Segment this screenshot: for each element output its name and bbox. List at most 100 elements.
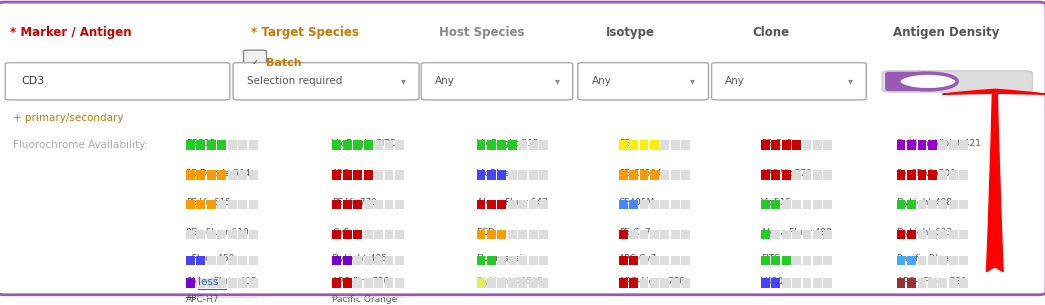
Bar (761, 278, 769, 288)
Text: PE-Vio615: PE-Vio615 (186, 198, 231, 207)
Bar (813, 278, 821, 288)
Text: PE-Dazzle 594: PE-Dazzle 594 (186, 169, 251, 178)
Bar (782, 170, 790, 180)
Text: Clone: Clone (752, 26, 790, 39)
Bar (238, 278, 247, 288)
Bar (823, 140, 832, 150)
Bar (228, 256, 236, 265)
Bar (813, 200, 821, 210)
Bar (660, 256, 669, 265)
Circle shape (899, 73, 957, 90)
Bar (343, 297, 351, 305)
Bar (792, 230, 800, 239)
Text: Alexa Fluor 405: Alexa Fluor 405 (186, 277, 257, 286)
Bar (395, 170, 403, 180)
Bar (385, 230, 393, 239)
Bar (671, 230, 679, 239)
Bar (907, 200, 915, 210)
Bar (477, 278, 485, 288)
Bar (803, 278, 811, 288)
Bar (907, 230, 915, 239)
Bar (249, 170, 257, 180)
Text: eFluor 450: eFluor 450 (186, 254, 234, 263)
Bar (949, 256, 957, 265)
Bar (353, 297, 363, 305)
Bar (508, 170, 517, 180)
Bar (477, 170, 485, 180)
Text: APC-Alexa 750: APC-Alexa 750 (619, 277, 684, 286)
Bar (959, 140, 968, 150)
Bar (487, 170, 496, 180)
Bar (959, 278, 968, 288)
Bar (761, 140, 769, 150)
Bar (918, 256, 926, 265)
Text: PE: PE (619, 139, 630, 148)
Bar (761, 170, 769, 180)
Text: FITC: FITC (761, 254, 780, 263)
Bar (332, 278, 341, 288)
Bar (196, 278, 206, 288)
Bar (539, 230, 548, 239)
Text: PE-Cy5: PE-Cy5 (761, 139, 792, 148)
Bar (228, 297, 236, 305)
FancyBboxPatch shape (5, 63, 230, 100)
Bar (497, 170, 507, 180)
Bar (681, 170, 690, 180)
Bar (771, 140, 780, 150)
Bar (907, 170, 915, 180)
Bar (249, 230, 257, 239)
Bar (938, 170, 947, 180)
Bar (938, 140, 947, 150)
Bar (823, 256, 832, 265)
Bar (374, 170, 382, 180)
Bar (395, 297, 403, 305)
Bar (671, 200, 679, 210)
Text: Alexa Fluor 488: Alexa Fluor 488 (761, 228, 832, 237)
Text: Pacific Blue: Pacific Blue (897, 254, 949, 263)
Bar (217, 200, 227, 210)
Bar (207, 256, 215, 265)
Bar (928, 278, 936, 288)
Bar (629, 230, 637, 239)
Bar (385, 200, 393, 210)
Text: + primary/secondary: + primary/secondary (13, 113, 123, 123)
Bar (761, 256, 769, 265)
Bar (518, 278, 527, 288)
Text: Antigen Density: Antigen Density (893, 26, 1000, 39)
Bar (497, 256, 507, 265)
Bar (487, 140, 496, 150)
Bar (660, 230, 669, 239)
Bar (343, 278, 351, 288)
Bar (650, 230, 658, 239)
Bar (228, 140, 236, 150)
Bar (803, 256, 811, 265)
Bar (529, 200, 537, 210)
Text: BB515: BB515 (186, 139, 215, 148)
Bar (217, 140, 227, 150)
Bar (897, 170, 905, 180)
Bar (395, 200, 403, 210)
Text: Selection required: Selection required (247, 76, 342, 86)
Bar (332, 140, 341, 150)
Bar (918, 230, 926, 239)
Bar (364, 256, 372, 265)
Bar (671, 140, 679, 150)
Bar (907, 256, 915, 265)
FancyBboxPatch shape (882, 71, 1032, 92)
Text: PE-Cy7: PE-Cy7 (619, 228, 650, 237)
Bar (938, 230, 947, 239)
Bar (529, 278, 537, 288)
Bar (217, 278, 227, 288)
Bar (395, 256, 403, 265)
Bar (619, 170, 627, 180)
Bar (681, 256, 690, 265)
Bar (823, 278, 832, 288)
Bar (238, 256, 247, 265)
Bar (249, 297, 257, 305)
Bar (196, 170, 206, 180)
Bar (477, 140, 485, 150)
Bar (907, 278, 915, 288)
Bar (217, 297, 227, 305)
Bar (771, 230, 780, 239)
Bar (196, 297, 206, 305)
